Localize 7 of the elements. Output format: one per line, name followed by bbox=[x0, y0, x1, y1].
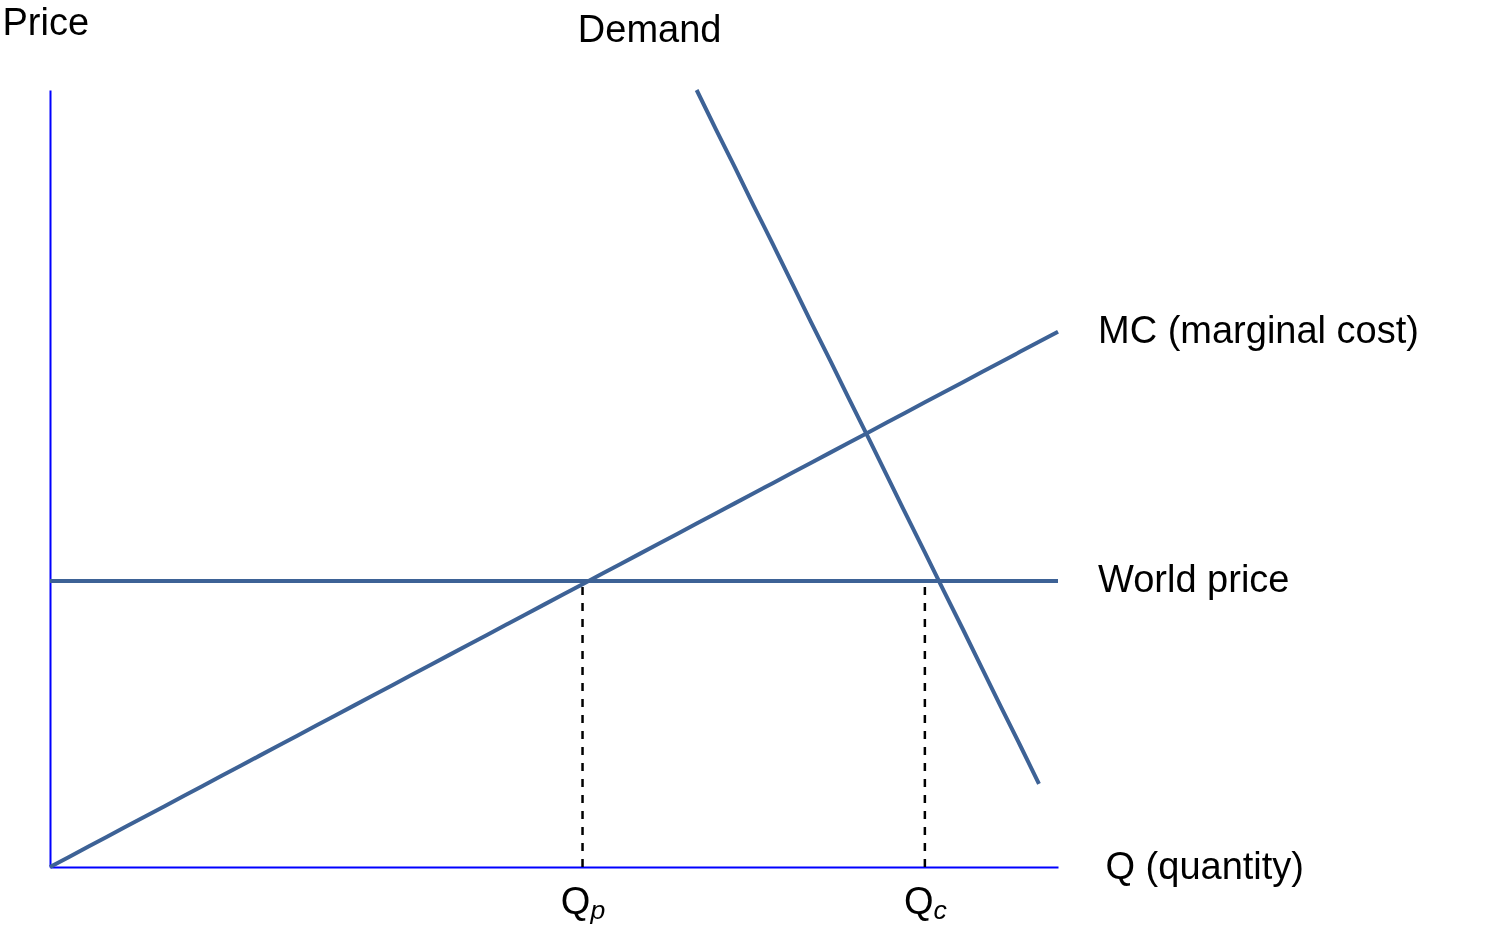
series-label: MC (marginal cost) bbox=[1098, 308, 1419, 351]
series-label: World price bbox=[1098, 558, 1290, 601]
y-axis-title: Price bbox=[2, 0, 90, 43]
series-label: Demand bbox=[577, 8, 722, 50]
x-tick-label: Q$_{c}$ bbox=[903, 879, 947, 925]
x-tick-label: Q$_{p}$ bbox=[560, 879, 606, 925]
x-axis-title: Q (quantity) bbox=[1105, 844, 1305, 887]
